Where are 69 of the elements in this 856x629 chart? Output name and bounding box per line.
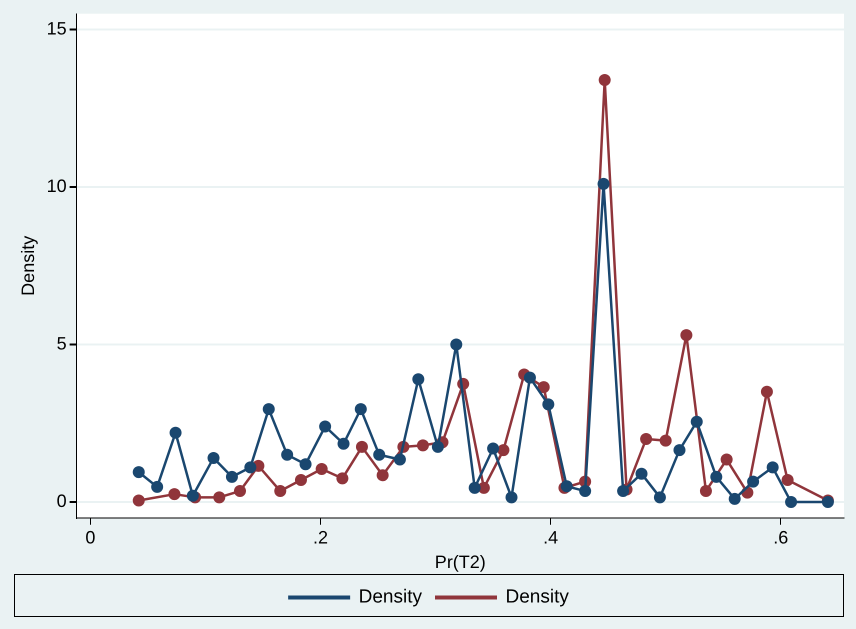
point bbox=[356, 440, 368, 453]
point bbox=[524, 372, 536, 384]
point bbox=[319, 420, 332, 432]
x-tick-label: .6 bbox=[773, 528, 788, 548]
point bbox=[394, 454, 406, 466]
point bbox=[213, 491, 226, 504]
point bbox=[640, 433, 652, 446]
point bbox=[274, 485, 286, 498]
point bbox=[760, 386, 773, 398]
point bbox=[281, 448, 294, 461]
point bbox=[728, 492, 741, 505]
point bbox=[660, 434, 672, 447]
legend-label: Density bbox=[358, 586, 422, 608]
point bbox=[376, 469, 389, 482]
point bbox=[673, 444, 686, 456]
point bbox=[262, 403, 275, 416]
point bbox=[294, 474, 307, 486]
point bbox=[598, 74, 611, 86]
point bbox=[700, 485, 712, 498]
point bbox=[450, 338, 462, 351]
point bbox=[208, 452, 220, 464]
point bbox=[785, 496, 798, 508]
point bbox=[186, 490, 199, 502]
point bbox=[132, 494, 145, 506]
point bbox=[412, 373, 424, 386]
point bbox=[579, 485, 592, 498]
point bbox=[316, 462, 328, 475]
point bbox=[338, 438, 350, 450]
point bbox=[468, 482, 481, 494]
point bbox=[168, 488, 180, 500]
x-tick-label: .4 bbox=[543, 528, 558, 548]
point bbox=[132, 466, 145, 478]
point bbox=[720, 454, 733, 466]
point bbox=[542, 398, 554, 410]
point bbox=[487, 442, 500, 454]
point bbox=[416, 439, 429, 452]
y-tick-label: 5 bbox=[56, 334, 67, 354]
point bbox=[782, 474, 794, 486]
point bbox=[336, 472, 348, 484]
point bbox=[170, 426, 182, 439]
point bbox=[497, 444, 510, 456]
point bbox=[151, 480, 164, 493]
x-axis-title: Pr(T2) bbox=[434, 552, 486, 572]
point bbox=[766, 461, 779, 474]
point bbox=[244, 461, 256, 474]
point bbox=[432, 440, 444, 453]
x-tick-label: .2 bbox=[313, 528, 328, 548]
point bbox=[560, 480, 573, 492]
point bbox=[690, 416, 703, 428]
point bbox=[617, 485, 630, 498]
point bbox=[747, 476, 760, 488]
point bbox=[226, 470, 238, 483]
point bbox=[598, 178, 610, 190]
point bbox=[354, 403, 367, 416]
point bbox=[506, 491, 518, 504]
y-tick-label: 15 bbox=[46, 18, 67, 39]
point bbox=[234, 485, 246, 498]
point bbox=[300, 458, 312, 470]
point bbox=[538, 381, 550, 394]
point bbox=[710, 470, 722, 483]
y-axis-title: Density bbox=[18, 236, 38, 296]
x-tick-label: 0 bbox=[85, 528, 96, 548]
point bbox=[680, 329, 692, 342]
point bbox=[636, 468, 648, 480]
y-tick-label: 0 bbox=[56, 491, 67, 512]
legend-label: Density bbox=[506, 586, 570, 608]
point bbox=[373, 448, 386, 461]
y-tick-label: 10 bbox=[46, 176, 67, 196]
point bbox=[654, 491, 666, 504]
